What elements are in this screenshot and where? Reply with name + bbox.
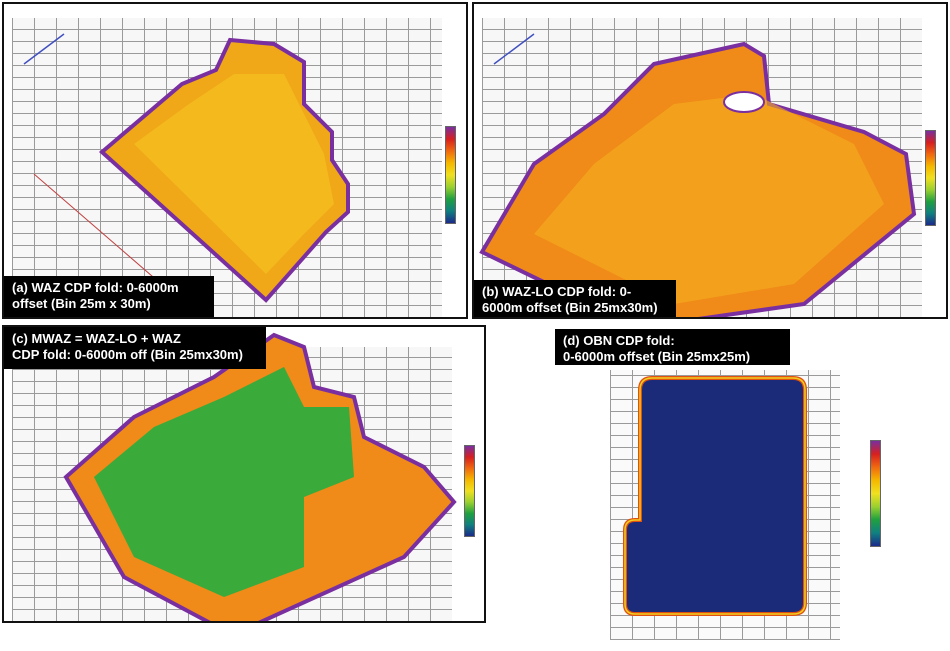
coverage-gap bbox=[723, 91, 765, 113]
fold-coverage-inner bbox=[534, 94, 884, 304]
panel-d-obn: (d) OBN CDP fold: 0-6000m offset (Bin 25… bbox=[540, 325, 948, 643]
fold-map-d bbox=[623, 376, 807, 616]
panel-a-waz: (a) WAZ CDP fold: 0-6000m offset (Bin 25… bbox=[2, 2, 468, 319]
fold-map-b bbox=[479, 33, 917, 317]
panel-label: (a) WAZ CDP fold: 0-6000m offset (Bin 25… bbox=[4, 276, 214, 317]
fold-map-a bbox=[23, 33, 350, 317]
colorbar bbox=[925, 130, 936, 226]
fold-coverage bbox=[94, 367, 354, 597]
survey-line bbox=[493, 33, 535, 65]
colorbar bbox=[870, 440, 881, 547]
survey-line bbox=[23, 33, 65, 65]
fold-map-c bbox=[63, 332, 457, 621]
panel-b-waz-lo: (b) WAZ-LO CDP fold: 0- 6000m offset (Bi… bbox=[472, 2, 948, 319]
fold-coverage bbox=[623, 376, 807, 616]
panel-label: (c) MWAZ = WAZ-LO + WAZ CDP fold: 0-6000… bbox=[4, 327, 266, 369]
panel-c-mwaz: (c) MWAZ = WAZ-LO + WAZ CDP fold: 0-6000… bbox=[2, 325, 486, 623]
colorbar bbox=[445, 126, 456, 224]
fold-coverage-inner bbox=[134, 74, 334, 274]
panel-label: (b) WAZ-LO CDP fold: 0- 6000m offset (Bi… bbox=[474, 280, 676, 317]
colorbar bbox=[464, 445, 475, 537]
fold-edge bbox=[624, 377, 806, 615]
panel-label: (d) OBN CDP fold: 0-6000m offset (Bin 25… bbox=[555, 329, 790, 365]
